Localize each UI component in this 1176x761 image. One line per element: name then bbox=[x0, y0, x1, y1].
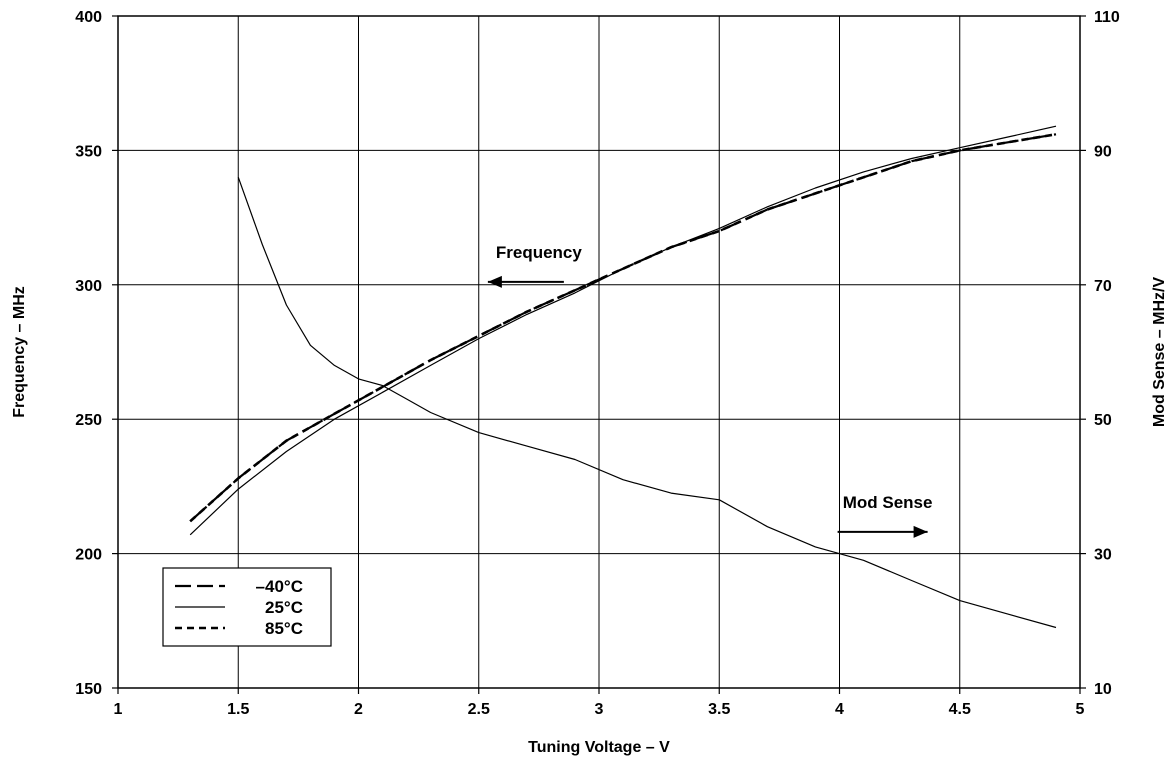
left-y-tick-label: 350 bbox=[75, 143, 102, 160]
x-tick-label: 4 bbox=[835, 701, 844, 718]
right-y-axis-title: Mod Sense – MHz/V bbox=[1151, 277, 1168, 428]
legend-label-0: –40°C bbox=[256, 577, 303, 596]
x-tick-label: 3.5 bbox=[708, 701, 730, 718]
legend: –40°C 25°C 85°C bbox=[162, 567, 332, 647]
right-y-tick-label: 50 bbox=[1094, 412, 1112, 429]
x-tick-label: 3 bbox=[595, 701, 604, 718]
left-y-tick-label: 400 bbox=[75, 9, 102, 26]
x-tick-label: 1.5 bbox=[227, 701, 249, 718]
right-y-tick-label: 110 bbox=[1094, 9, 1120, 26]
left-y-tick-label: 300 bbox=[75, 278, 102, 295]
x-tick-label: 4.5 bbox=[949, 701, 971, 718]
left-y-tick-label: 200 bbox=[75, 547, 102, 564]
x-tick-label: 2 bbox=[354, 701, 363, 718]
x-tick-label: 5 bbox=[1076, 701, 1085, 718]
annotation-arrow-head-0 bbox=[487, 275, 502, 288]
series-line-0 bbox=[189, 133, 1057, 523]
x-tick-label: 2.5 bbox=[468, 701, 490, 718]
legend-label-1: 25°C bbox=[265, 598, 303, 617]
left-y-tick-label: 250 bbox=[75, 412, 102, 429]
left-y-tick-label: 150 bbox=[75, 681, 102, 698]
x-tick-label: 1 bbox=[114, 701, 123, 718]
x-axis-title: Tuning Voltage – V bbox=[528, 739, 670, 756]
tick-labels: 1 1.5 2 2.5 3 3.5 4 4.5 5 150 200 250 300 350 400 10 30 5… bbox=[75, 9, 1120, 718]
series-line-2 bbox=[189, 133, 1057, 523]
right-y-tick-label: 10 bbox=[1094, 681, 1112, 698]
series-line-3 bbox=[237, 177, 1057, 629]
series-lines bbox=[189, 125, 1057, 629]
grid bbox=[117, 15, 1081, 689]
series-line-1 bbox=[189, 125, 1057, 536]
right-y-tick-label: 30 bbox=[1094, 547, 1112, 564]
annotations: Frequency Mod Sense bbox=[487, 243, 933, 538]
annotation-label-1: Mod Sense bbox=[843, 493, 933, 512]
annotation-label-0: Frequency bbox=[496, 243, 583, 262]
left-y-axis-title: Frequency – MHz bbox=[11, 286, 28, 418]
annotation-arrow-head-1 bbox=[913, 525, 928, 538]
legend-label-2: 85°C bbox=[265, 619, 303, 638]
right-y-tick-label: 70 bbox=[1094, 278, 1112, 295]
right-y-tick-label: 90 bbox=[1094, 143, 1112, 160]
